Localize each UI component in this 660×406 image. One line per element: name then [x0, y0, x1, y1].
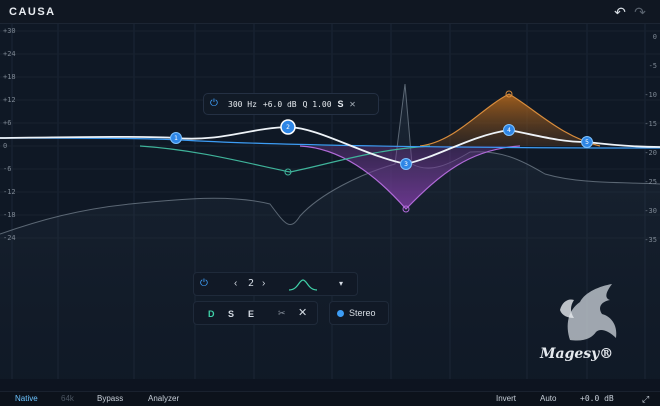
y-label-left: +12	[3, 96, 16, 104]
y-label-left: -18	[3, 211, 16, 219]
mode-controls: D S E ✂ ✕	[193, 301, 318, 325]
delete-band-icon[interactable]: ✕	[298, 307, 308, 319]
bypass-button[interactable]: Bypass	[97, 394, 124, 403]
mode-s-button[interactable]: S	[228, 309, 235, 319]
filter-type-dropdown-icon[interactable]: ▾	[339, 279, 344, 288]
eq-graph[interactable]: 1 2 3 4 5 +30 +24 +18 +12 +6 0 -6 -12 -1…	[0, 24, 660, 379]
y-label-right: 0	[652, 33, 657, 41]
y-label-right: -30	[644, 207, 657, 215]
band-controls: ⏻ ‹ 2 › ▾	[193, 272, 358, 296]
stereo-control[interactable]: Stereo	[329, 301, 389, 325]
band-popup: ⏻ 300 Hz +6.0 dB Q 1.00 S ✕	[203, 93, 379, 115]
64k-button[interactable]: 64k	[61, 394, 74, 403]
y-label-left: +18	[3, 73, 16, 81]
griffin-icon	[560, 284, 617, 341]
title-bar: CAUSA ↶ ↷	[0, 0, 660, 24]
power-icon[interactable]: ⏻	[210, 98, 218, 109]
stereo-dot-icon	[337, 310, 344, 317]
scissors-icon[interactable]: ✂	[278, 308, 286, 318]
band-power-icon[interactable]: ⏻	[200, 278, 208, 289]
node-5	[581, 136, 593, 148]
resize-icon[interactable]: ⤢	[642, 394, 650, 404]
node-4-label: 4	[507, 127, 511, 134]
node-3-label: 3	[404, 161, 408, 168]
band-q[interactable]: Q 1.00	[302, 99, 332, 109]
close-icon[interactable]: ✕	[349, 98, 356, 110]
y-label-right: -15	[644, 120, 657, 128]
y-label-left: -24	[3, 234, 16, 242]
auto-button[interactable]: Auto	[540, 394, 557, 403]
y-label-left: -12	[3, 188, 16, 196]
redo-icon[interactable]: ↷	[634, 4, 646, 20]
y-label-left: +6	[3, 119, 12, 127]
y-label-left: +30	[3, 27, 16, 35]
undo-icon[interactable]: ↶	[614, 4, 626, 20]
y-label-right: -35	[644, 236, 657, 244]
y-label-left: 0	[3, 142, 8, 150]
brand-logo: Magesy®	[540, 280, 632, 372]
mode-e-button[interactable]: E	[248, 309, 255, 319]
y-label-right: -5	[648, 62, 657, 70]
y-label-right: -10	[644, 91, 657, 99]
y-label-right: -25	[644, 178, 657, 186]
band-number: 2	[248, 278, 255, 289]
node-2	[280, 119, 296, 135]
bell-shape-icon[interactable]	[288, 279, 318, 291]
native-button[interactable]: Native	[15, 394, 38, 403]
y-label-left: -6	[3, 165, 12, 173]
y-label-left: +24	[3, 50, 16, 58]
node-1-label: 1	[174, 135, 178, 142]
band-gain[interactable]: +6.0 dB	[262, 99, 297, 109]
solo-button[interactable]: S	[337, 99, 344, 109]
footer-bar: Native 64k Bypass Analyzer Invert Auto +…	[0, 391, 660, 406]
mode-d-button[interactable]: D	[208, 309, 215, 319]
eq-curves: 1 2 3 4 5	[0, 24, 660, 379]
stereo-label: Stereo	[349, 308, 376, 318]
analyzer-button[interactable]: Analyzer	[148, 394, 180, 403]
node-5-label: 5	[585, 139, 589, 146]
band-frequency[interactable]: 300 Hz	[228, 99, 257, 109]
node-3	[400, 158, 412, 170]
node-2-label: 2	[286, 124, 290, 131]
invert-button[interactable]: Invert	[496, 394, 517, 403]
node-4	[503, 124, 515, 136]
node-1	[170, 132, 182, 144]
brand-name: Magesy®	[540, 346, 614, 362]
y-label-right: -20	[644, 149, 657, 157]
output-gain[interactable]: +0.0 dB	[580, 394, 614, 403]
app-title: CAUSA	[9, 6, 56, 18]
next-band-icon[interactable]: ›	[262, 278, 266, 289]
prev-band-icon[interactable]: ‹	[234, 278, 238, 289]
